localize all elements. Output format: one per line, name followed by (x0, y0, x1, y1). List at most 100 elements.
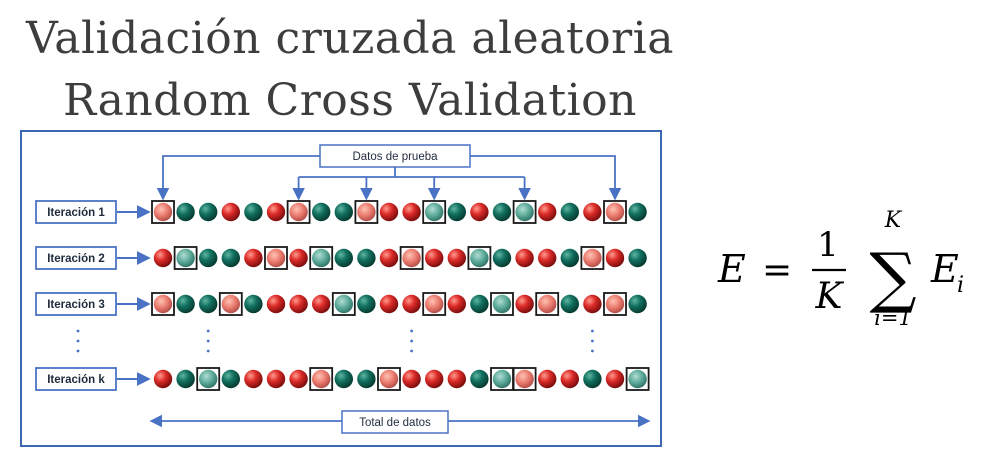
red-sample-ball (221, 202, 240, 222)
formula-numerator: 1 (817, 225, 839, 265)
test-sample-ball (492, 369, 512, 389)
red-sample-ball (289, 294, 308, 314)
iteration-label-box (35, 200, 117, 224)
green-sample-ball (334, 248, 353, 268)
green-sample-ball (176, 294, 195, 314)
total-data-label-box (341, 410, 449, 434)
red-sample-ball (538, 248, 557, 268)
red-sample-ball (402, 202, 421, 222)
test-arrow-left (156, 155, 320, 201)
test-sample-box (580, 246, 605, 270)
ellipsis-dot (410, 349, 413, 353)
red-sample-ball (153, 369, 173, 389)
formula-upper-limit: K (884, 208, 903, 233)
red-sample-ball (312, 294, 331, 314)
red-sample-ball (583, 202, 602, 222)
red-sample-ball (289, 248, 308, 268)
test-sample-ball (221, 294, 240, 314)
test-data-arrows (156, 155, 622, 201)
green-sample-ball (199, 248, 218, 268)
red-sample-ball (425, 248, 444, 268)
red-sample-ball (289, 369, 308, 389)
ellipsis-dot (206, 339, 210, 343)
green-sample-ball (357, 369, 376, 389)
red-sample-ball (244, 369, 263, 389)
test-sample-ball (153, 202, 173, 222)
green-sample-ball (628, 294, 647, 314)
iteration-label-box (35, 292, 117, 316)
red-sample-ball (425, 369, 444, 389)
test-sample-ball (266, 248, 286, 268)
red-sample-ball (402, 294, 421, 314)
red-sample-ball (538, 202, 557, 222)
test-sample-ball (357, 202, 376, 222)
test-sample-box (490, 292, 514, 316)
green-sample-ball (583, 369, 602, 389)
green-sample-ball (470, 294, 489, 314)
red-sample-ball (402, 369, 421, 389)
iteration-label: Iteración k (35, 367, 117, 391)
test-sample-box (512, 200, 537, 224)
red-sample-ball (266, 202, 286, 222)
ellipsis-dot (206, 349, 210, 353)
formula-lhs: E (717, 247, 746, 291)
ellipsis-dot (76, 349, 80, 353)
green-sample-ball (492, 248, 512, 268)
diagram-frame (20, 130, 662, 447)
iteration-label-box (35, 246, 117, 270)
test-sample-box (512, 367, 537, 391)
green-sample-ball (357, 294, 376, 314)
test-sample-ball (312, 248, 331, 268)
test-sample-box (286, 200, 311, 224)
test-sample-box (196, 367, 221, 391)
red-sample-ball (379, 248, 399, 268)
red-sample-ball (244, 248, 263, 268)
test-sample-box (422, 292, 447, 316)
test-sample-ball (515, 202, 534, 222)
red-sample-ball (266, 294, 286, 314)
ellipsis-dot (591, 329, 594, 333)
test-data-label-box (319, 144, 471, 168)
green-sample-ball (334, 202, 353, 222)
test-sample-ball (334, 294, 353, 314)
test-sample-box (467, 246, 492, 270)
green-sample-ball (492, 202, 512, 222)
test-sample-ball (379, 369, 399, 389)
green-sample-ball (244, 202, 263, 222)
iteration-label-text: Iteración 3 (47, 299, 105, 311)
iteration-label-text: Iteración 1 (47, 207, 105, 219)
formula-lower-limit: i=1 (874, 306, 912, 330)
test-sample-ball (605, 294, 625, 314)
red-sample-ball (379, 202, 399, 222)
test-sample-ball (425, 202, 444, 222)
green-sample-ball (628, 202, 647, 222)
test-sample-box (422, 200, 447, 224)
sum-symbol: ∑ (869, 239, 916, 316)
green-sample-ball (221, 369, 240, 389)
test-sample-ball (605, 202, 625, 222)
iteration-label-box (35, 367, 117, 391)
red-sample-ball (605, 369, 625, 389)
average-error-formula: E = 1 K K ∑ i=1 E i (717, 208, 964, 330)
test-sample-ball (470, 248, 489, 268)
iteration-label-text: Iteración 2 (47, 253, 105, 265)
total-data-label: Total de datos (359, 417, 431, 429)
test-sample-box (625, 367, 650, 391)
red-sample-ball (153, 248, 173, 268)
green-sample-ball (357, 248, 376, 268)
test-sample-ball (153, 294, 173, 314)
test-sample-box (218, 292, 243, 316)
iteration-label: Iteración 1 (35, 200, 117, 224)
test-sample-ball (628, 369, 647, 389)
test-sample-ball (492, 294, 512, 314)
test-sample-ball (402, 248, 421, 268)
test-sample-ball (538, 294, 557, 314)
green-sample-ball (244, 294, 263, 314)
test-sample-box (331, 292, 356, 316)
green-sample-ball (560, 202, 579, 222)
green-sample-ball (470, 369, 489, 389)
test-sample-ball (515, 369, 534, 389)
green-sample-ball (628, 248, 647, 268)
green-sample-ball (199, 294, 218, 314)
red-sample-ball (605, 248, 625, 268)
